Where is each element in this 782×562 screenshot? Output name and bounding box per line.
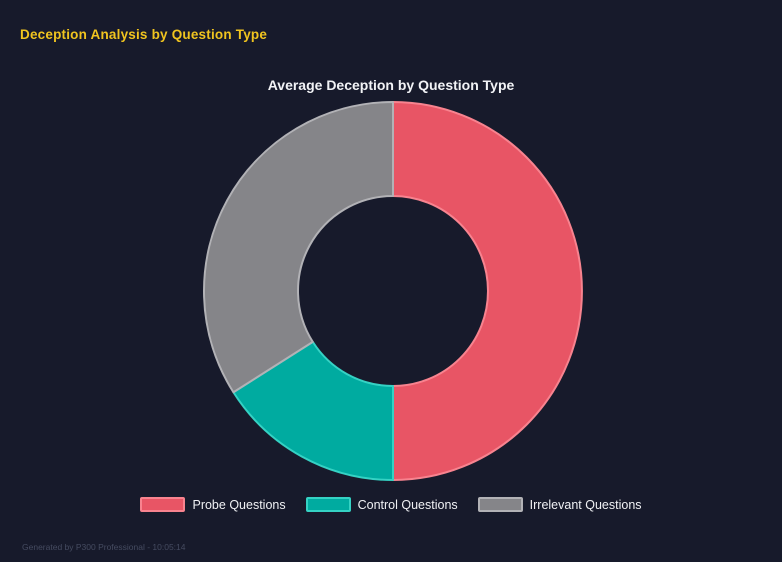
legend-swatch-control	[305, 497, 351, 512]
legend-label-probe: Probe Questions	[192, 497, 286, 512]
legend-label-control: Control Questions	[357, 497, 458, 512]
legend-item-control-questions[interactable]: Control Questions	[305, 497, 458, 512]
segment-probe-questions[interactable]	[392, 101, 583, 481]
chart-legend: Probe Questions Control Questions Irrele…	[0, 497, 782, 512]
legend-item-irrelevant-questions[interactable]: Irrelevant Questions	[477, 497, 642, 512]
segment-irrelevant-questions[interactable]	[203, 101, 394, 394]
page-title: Deception Analysis by Question Type	[20, 27, 268, 42]
legend-swatch-irrelevant	[477, 497, 523, 512]
legend-swatch-probe	[140, 497, 186, 512]
legend-item-probe-questions[interactable]: Probe Questions	[140, 497, 286, 512]
segment-control-questions[interactable]	[232, 340, 394, 481]
legend-label-irrelevant: Irrelevant Questions	[529, 497, 642, 512]
chart-title: Average Deception by Question Type	[267, 77, 515, 93]
footer-text: Generated by P300 Professional - 10:05:1…	[22, 542, 186, 552]
